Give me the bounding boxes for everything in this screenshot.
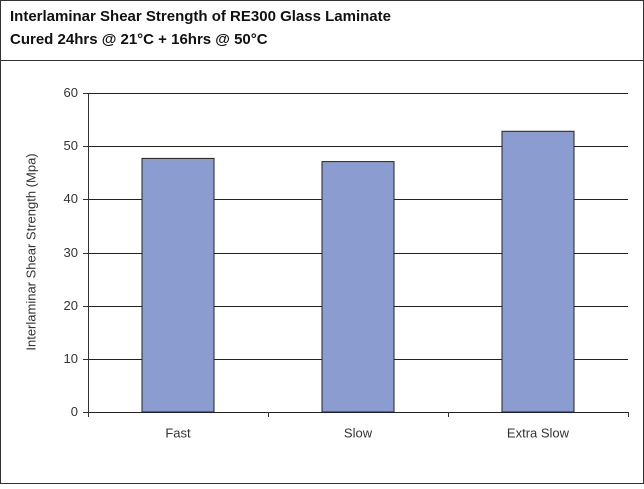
bar	[501, 130, 575, 413]
x-tick-label: Slow	[344, 425, 373, 440]
y-tick-label: 60	[64, 85, 78, 100]
y-tick-label: 10	[64, 351, 78, 366]
x-tick-label: Fast	[165, 425, 191, 440]
y-tick-label: 30	[64, 245, 78, 260]
y-tick-label: 40	[64, 191, 78, 206]
chart-subtitle: Cured 24hrs @ 21°C + 16hrs @ 50°C	[10, 31, 268, 48]
bar	[141, 157, 215, 413]
y-axis-label: Interlaminar Shear Strength (Mpa)	[23, 153, 38, 350]
chart-title: Interlaminar Shear Strength of RE300 Gla…	[10, 8, 391, 25]
bar	[321, 161, 395, 413]
x-tick-label: Extra Slow	[507, 425, 570, 440]
y-tick-label: 20	[64, 298, 78, 313]
y-tick-label: 50	[64, 138, 78, 153]
y-tick-label: 0	[71, 404, 78, 419]
